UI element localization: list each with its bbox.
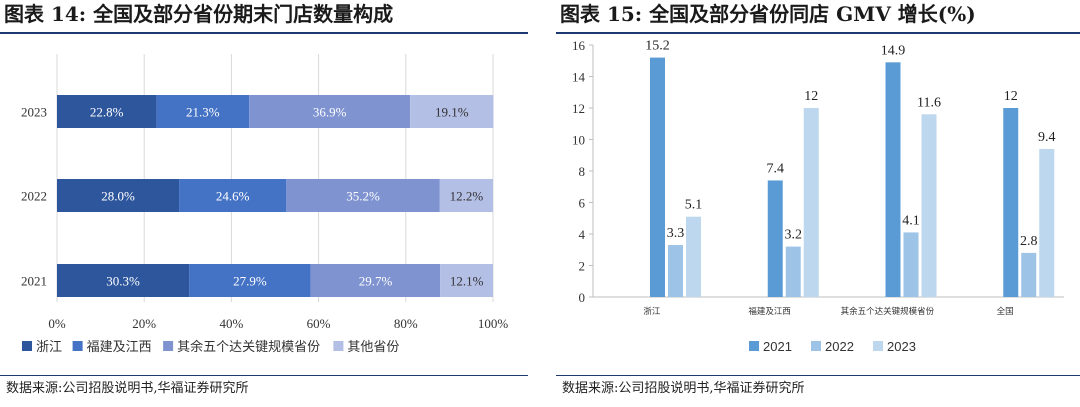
data-label: 29.7%	[359, 274, 393, 289]
x-tick-label: 浙江	[643, 306, 661, 317]
legend-swatch	[72, 341, 83, 351]
bar	[885, 62, 901, 298]
legend-label: 其他省份	[347, 339, 399, 354]
x-tick-label: 0%	[48, 316, 66, 331]
legend-swatch	[163, 341, 174, 351]
data-label: 11.6	[917, 95, 941, 110]
right-source-note: 数据来源:公司招股说明书,华福证券研究所	[562, 381, 805, 396]
data-label: 21.3%	[186, 105, 220, 120]
bar-segment	[286, 179, 440, 212]
bar-segment	[179, 179, 287, 212]
data-label: 3.2	[785, 228, 803, 243]
left-title-rule	[0, 32, 528, 34]
data-label: 12.1%	[450, 274, 484, 289]
x-tick-label: 60%	[307, 316, 331, 331]
bar-segment	[249, 95, 411, 128]
legend-label: 2021	[763, 339, 792, 354]
data-label: 12	[1004, 89, 1018, 104]
bar-segment	[410, 95, 494, 128]
data-label: 35.2%	[346, 189, 380, 204]
data-label: 28.0%	[101, 189, 135, 204]
bar-segment	[57, 264, 190, 297]
y-tick-label: 2021	[21, 274, 47, 289]
bar-segment	[156, 95, 250, 128]
bar	[650, 57, 665, 297]
bar-segment	[57, 179, 180, 212]
right-title-rule	[556, 32, 1080, 34]
left-source-note: 数据来源:公司招股说明书,华福证券研究所	[6, 381, 249, 396]
data-label: 36.9%	[313, 105, 347, 120]
data-label: 4.1	[902, 213, 920, 228]
legend-swatch	[22, 341, 32, 351]
x-tick-label: 80%	[394, 316, 418, 331]
legend-swatch	[749, 341, 759, 351]
legend-swatch	[333, 341, 344, 351]
bar	[767, 180, 783, 297]
left-footer-rule	[0, 375, 528, 376]
left-chart-panel: 图表 14: 全国及部分省份期末门店数量构成 0% 20% 40% 60% 80% 100…	[0, 0, 528, 407]
x-tick-label: 其余五个达关键规模省份	[841, 306, 935, 317]
data-label: 2.8	[1020, 234, 1038, 249]
data-label: 7.4	[767, 161, 785, 176]
y-tick-label: 4	[579, 227, 586, 242]
x-tick-label: 40%	[219, 316, 243, 331]
data-label: 30.3%	[106, 274, 140, 289]
legend-swatch	[873, 341, 883, 351]
y-tick-label: 2022	[21, 189, 47, 204]
bar-segment	[189, 264, 311, 297]
right-footer-rule	[556, 375, 1080, 376]
x-tick-label: 100%	[478, 316, 509, 331]
x-tick-label: 全国	[997, 306, 1014, 317]
data-label: 5.1	[685, 198, 703, 213]
data-label: 14.9	[881, 43, 906, 58]
y-tick-label: 2	[579, 259, 586, 274]
bar-segment	[440, 264, 493, 297]
bar-segment	[310, 264, 441, 297]
bar-segment	[439, 179, 493, 212]
right-chart-panel: 图表 15: 全国及部分省份同店 GMV 增长(%) 0 2 4 6 8 10 12 14 16…	[556, 0, 1080, 407]
x-tick-label: 20%	[132, 316, 156, 331]
y-tick-label: 2023	[21, 105, 47, 120]
legend-label: 其余五个达关键规模省份	[177, 339, 320, 354]
bar	[668, 245, 683, 297]
data-label: 19.1%	[435, 105, 469, 120]
data-label: 12.2%	[450, 189, 484, 204]
bar	[1003, 108, 1019, 297]
y-tick-label: 10	[572, 133, 585, 148]
bar	[803, 108, 819, 297]
right-chart-title: 图表 15: 全国及部分省份同店 GMV 增长(%)	[560, 2, 976, 26]
data-label: 3.3	[667, 226, 685, 241]
gmv-growth-chart: 0 2 4 6 8 10 12 14 16 15.2 3.35.1 浙江 7.4 3.2 12 福建及江西 14…	[572, 38, 1064, 354]
bar	[903, 232, 919, 297]
y-tick-label: 6	[579, 196, 586, 211]
y-tick-label: 14	[572, 70, 586, 85]
legend-label: 2022	[825, 339, 854, 354]
legend-label: 福建及江西	[87, 339, 152, 354]
x-tick-label: 福建及江西	[748, 306, 791, 317]
y-tick-label: 16	[572, 38, 586, 53]
data-label: 24.6%	[216, 189, 250, 204]
y-tick-label: 8	[579, 164, 586, 179]
data-label: 22.8%	[90, 105, 124, 120]
legend-swatch	[811, 341, 821, 351]
bar	[921, 114, 937, 297]
data-label: 12	[804, 89, 818, 104]
store-composition-chart: 0% 20% 40% 60% 80% 100% 2023 22.8% 21.3% 36.9% 19.…	[21, 54, 509, 354]
data-label: 9.4	[1038, 130, 1056, 145]
bar	[785, 246, 801, 297]
data-label: 15.2	[645, 39, 670, 54]
y-tick-label: 12	[572, 101, 585, 116]
bar	[1039, 148, 1055, 297]
bar-segment	[57, 95, 157, 128]
legend-label: 浙江	[36, 339, 62, 354]
bar	[686, 216, 701, 297]
data-label: 27.9%	[233, 274, 267, 289]
legend-label: 2023	[887, 339, 916, 354]
y-tick-label: 0	[579, 290, 586, 305]
bar	[1021, 252, 1037, 297]
left-chart-title: 图表 14: 全国及部分省份期末门店数量构成	[4, 2, 394, 26]
